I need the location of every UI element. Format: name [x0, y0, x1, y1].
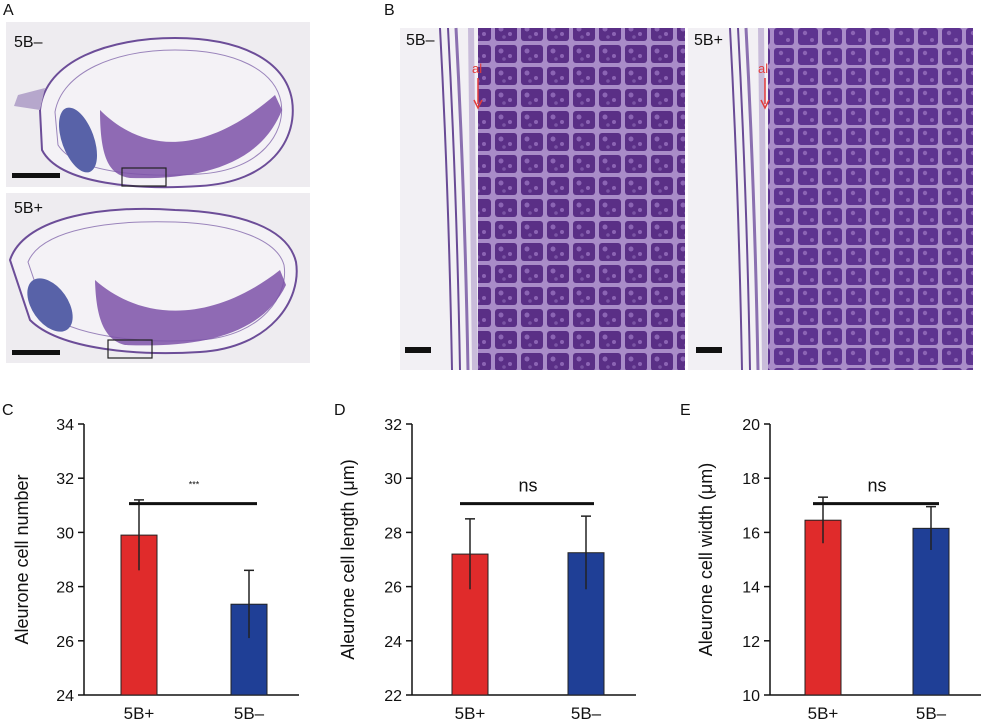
seed-bottom-label: 5B+ [14, 200, 43, 217]
chart-aleurone-cell-width: 10 12 14 16 18 20 Aleurone cell width (μm) 5B+ 5… [696, 417, 981, 723]
category-label: 5B+ [808, 704, 839, 723]
category-label: 5B– [916, 704, 947, 723]
category-label: 5B+ [124, 704, 155, 723]
bar-5b-minus [912, 527, 950, 696]
y-tick-label: 16 [742, 525, 760, 542]
seed-top-label: 5B– [14, 34, 43, 51]
seed-section-bottom [8, 207, 298, 359]
y-tick-label: 10 [742, 688, 760, 705]
bar-5b-plus [804, 519, 842, 696]
y-tick-label: 30 [384, 471, 402, 488]
chart-aleurone-cell-length: 22 24 26 28 30 32 Aleurone cell length (μm) 5B+… [338, 417, 636, 723]
y-tick-label: 32 [384, 417, 402, 434]
panel-letter-d: D [334, 402, 346, 419]
al-label-right: al [758, 61, 768, 76]
micro-left-label: 5B– [404, 32, 437, 50]
y-axis-label: Aleurone cell length (μm) [338, 459, 358, 659]
seed-top-roi-box [121, 167, 167, 187]
chart-aleurone-cell-number: 24 26 28 30 32 34 Aleurone cell number 5B+ 5B– **… [12, 417, 299, 723]
y-tick-label: 22 [384, 688, 402, 705]
significance-label: ns [867, 476, 886, 496]
seed-bottom-scale-bar [12, 350, 60, 355]
category-label: 5B– [234, 704, 265, 723]
y-tick-label: 24 [384, 634, 402, 651]
panel-letter-a: A [3, 2, 14, 19]
panel-letter-c: C [2, 402, 14, 419]
y-tick-label: 30 [56, 525, 74, 542]
y-tick-label: 20 [742, 417, 760, 434]
y-tick-label: 12 [742, 634, 760, 651]
y-axis-label: Aleurone cell width (μm) [696, 463, 716, 656]
category-label: 5B+ [455, 704, 486, 723]
micro-left-scale-bar [405, 347, 431, 353]
al-label-left: al [472, 61, 482, 76]
y-tick-label: 24 [56, 688, 74, 705]
seed-bottom-roi-box [107, 339, 153, 359]
y-tick-label: 28 [384, 525, 402, 542]
significance-label: ns [518, 476, 537, 496]
y-tick-label: 26 [56, 634, 74, 651]
y-tick-label: 18 [742, 471, 760, 488]
significance-label: *** [189, 480, 200, 490]
category-label: 5B– [571, 704, 602, 723]
panel-letter-e: E [680, 402, 691, 419]
y-tick-label: 34 [56, 417, 74, 434]
y-tick-label: 32 [56, 471, 74, 488]
y-tick-label: 14 [742, 580, 760, 597]
micro-right-label: 5B+ [692, 32, 725, 50]
seed-section-top [12, 36, 294, 189]
micro-right-scale-bar [696, 347, 722, 353]
seed-top-scale-bar [12, 173, 60, 178]
y-tick-label: 26 [384, 580, 402, 597]
y-axis-label: Aleurone cell number [12, 474, 32, 644]
y-tick-label: 28 [56, 580, 74, 597]
panel-letter-b: B [384, 2, 395, 19]
